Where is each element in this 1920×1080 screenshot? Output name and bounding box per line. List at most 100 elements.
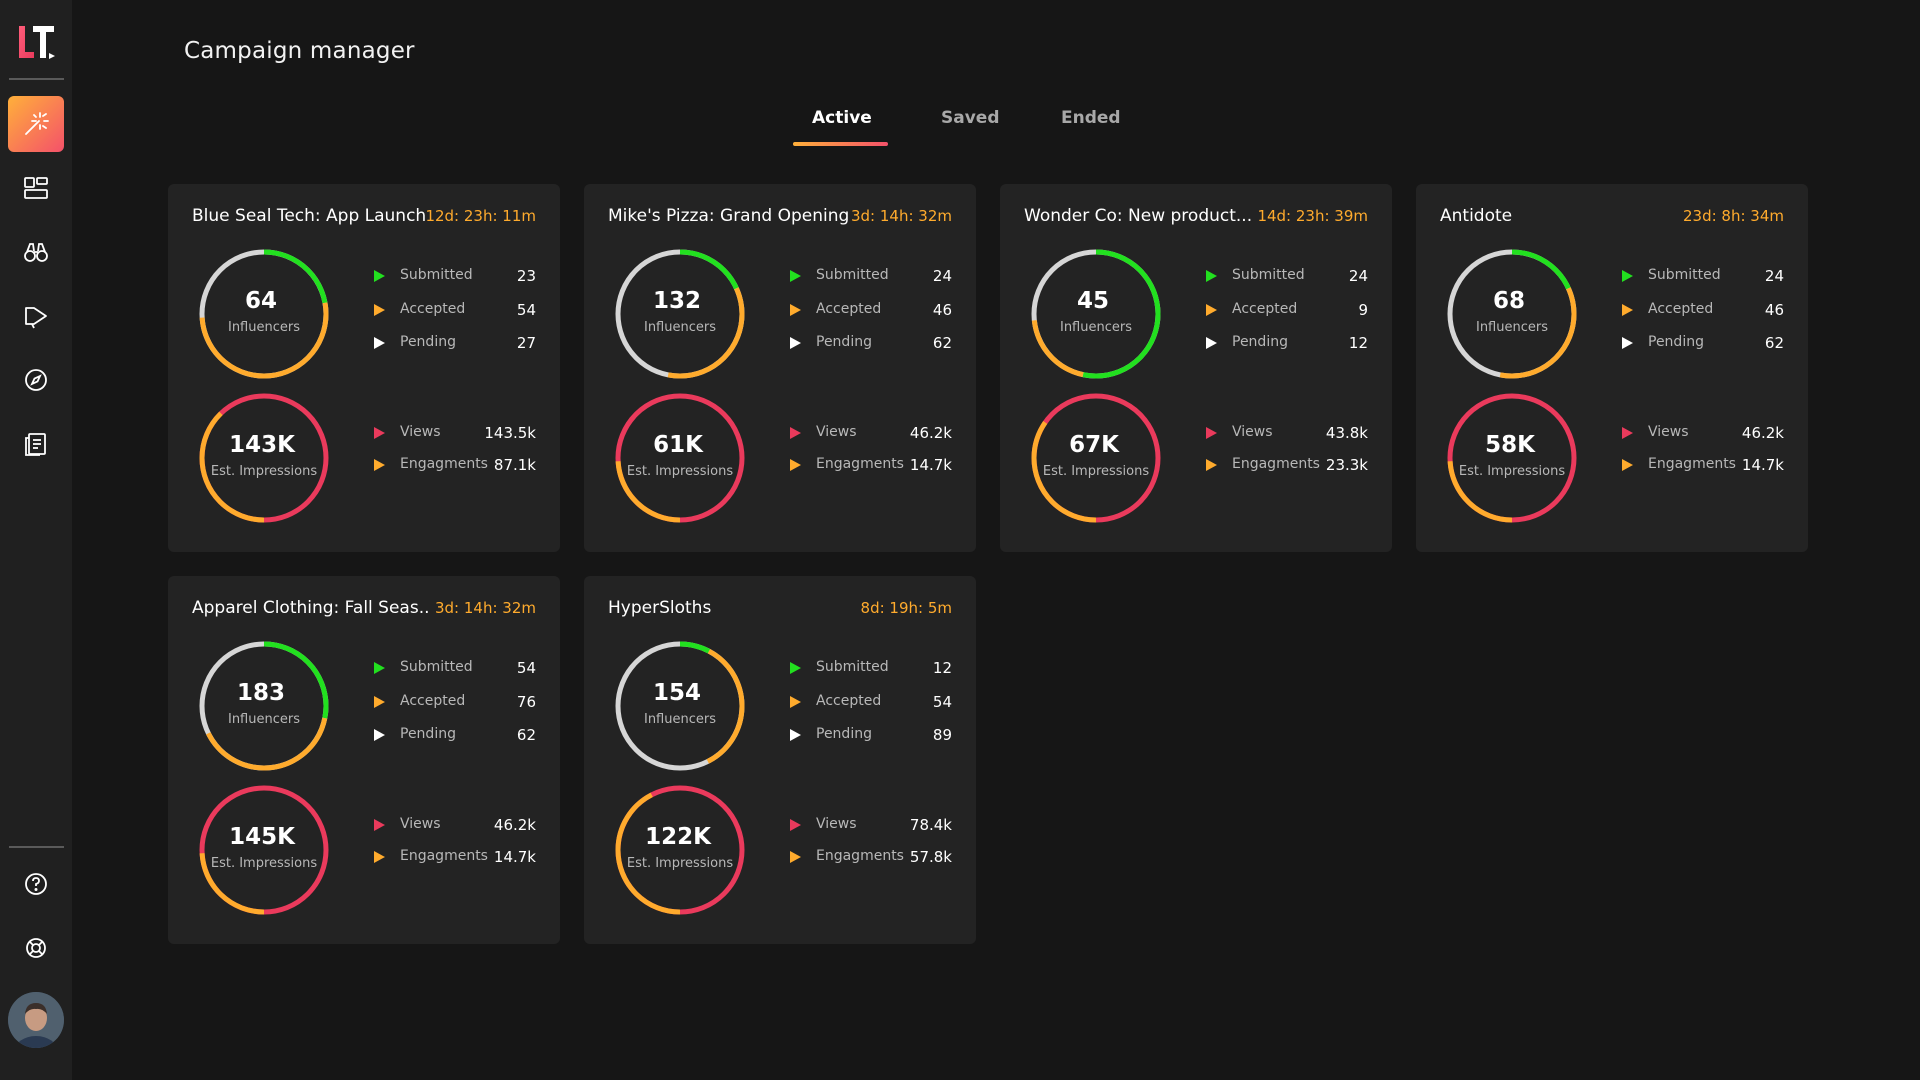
tab-active[interactable]: Active <box>812 108 872 128</box>
stat-value: 54 <box>516 301 536 319</box>
orange-triangle-icon <box>790 459 801 471</box>
stat-accepted: Accepted 46 <box>1622 300 1784 320</box>
ring-segment-green <box>615 641 745 771</box>
reports-icon <box>25 433 46 456</box>
red-triangle-icon <box>790 427 801 439</box>
ring-segment-green <box>1031 249 1161 379</box>
stat-accepted: Accepted 9 <box>1206 300 1368 320</box>
white-triangle-icon <box>790 337 801 349</box>
stat-submitted: Submitted 24 <box>1206 266 1368 286</box>
influencers-count: 132 <box>652 288 701 314</box>
campaign-card[interactable]: Wonder Co: New product... 14d: 23h: 39m … <box>1000 184 1392 552</box>
influencers-count: 45 <box>1076 288 1109 314</box>
white-triangle-icon <box>790 729 801 741</box>
sidebar-item-campaigns[interactable] <box>8 96 64 152</box>
influencers-count: 68 <box>1492 288 1525 314</box>
avatar[interactable] <box>8 992 64 1048</box>
stat-value: 46.2k <box>909 424 952 442</box>
orange-triangle-icon <box>374 851 385 863</box>
green-triangle-icon <box>790 662 801 674</box>
sidebar-item-dashboard[interactable] <box>8 160 64 216</box>
stat-submitted: Submitted 12 <box>790 658 952 678</box>
impressions-count: 61K <box>653 432 703 458</box>
campaign-timer: 14d: 23h: 39m <box>1257 207 1368 225</box>
sidebar-item-support[interactable] <box>8 920 64 976</box>
influencers-ring: 64 Influencers <box>198 248 330 380</box>
sidebar-item-promotions[interactable] <box>8 288 64 344</box>
stat-pending: Pending 27 <box>374 333 536 353</box>
stat-accepted: Accepted 54 <box>374 300 536 320</box>
stat-value: 9 <box>1358 301 1368 319</box>
stat-accepted: Accepted 46 <box>790 300 952 320</box>
sidebar-item-discover[interactable] <box>8 224 64 280</box>
stat-label: Views <box>1648 424 1689 440</box>
campaign-card[interactable]: Antidote 23d: 8h: 34m 68 Influencers Sub… <box>1416 184 1808 552</box>
stat-value: 24 <box>1348 267 1368 285</box>
stat-label: Accepted <box>816 693 882 709</box>
campaign-card[interactable]: Blue Seal Tech: App Launch 12d: 23h: 11m… <box>168 184 560 552</box>
sidebar-divider <box>9 78 64 80</box>
stat-label: Submitted <box>816 659 889 675</box>
ring-segment-orange <box>615 641 745 771</box>
campaign-card[interactable]: Apparel Clothing: Fall Seas.. 3d: 14h: 3… <box>168 576 560 944</box>
stat-value: 46 <box>932 301 952 319</box>
sidebar-item-reports[interactable] <box>8 416 64 472</box>
stat-value: 46.2k <box>493 816 536 834</box>
stat-value: 24 <box>1764 267 1784 285</box>
impressions-count: 58K <box>1485 432 1535 458</box>
stat-label: Accepted <box>1648 301 1714 317</box>
orange-triangle-icon <box>1206 459 1217 471</box>
sidebar-divider <box>9 846 64 848</box>
app-logo[interactable] <box>16 20 56 62</box>
stat-label: Accepted <box>400 693 466 709</box>
help-icon <box>25 873 47 895</box>
stat-submitted: Submitted 24 <box>1622 266 1784 286</box>
stat-label: Accepted <box>400 301 466 317</box>
stat-label: Pending <box>1648 334 1704 350</box>
sidebar-item-explore[interactable] <box>8 352 64 408</box>
stat-engagements: Engagments 57.8k <box>790 847 952 867</box>
stat-label: Submitted <box>816 267 889 283</box>
impressions-label: Est. Impressions <box>1042 464 1150 479</box>
green-triangle-icon <box>1206 270 1217 282</box>
stat-label: Accepted <box>816 301 882 317</box>
stat-label: Views <box>816 424 857 440</box>
campaign-timer: 3d: 14h: 32m <box>850 207 952 225</box>
active-tab-indicator <box>793 142 888 146</box>
stat-value: 54 <box>516 659 536 677</box>
ring-segment-orange <box>1447 393 1577 523</box>
campaign-card[interactable]: HyperSloths 8d: 19h: 5m 154 Influencers … <box>584 576 976 944</box>
megaphone-icon <box>25 307 47 329</box>
stat-value: 12 <box>932 659 952 677</box>
stat-views: Views 46.2k <box>374 815 536 835</box>
orange-triangle-icon <box>374 459 385 471</box>
tab-ended[interactable]: Ended <box>1061 108 1121 128</box>
campaign-timer: 23d: 8h: 34m <box>1682 207 1784 225</box>
stat-value: 24 <box>932 267 952 285</box>
stat-label: Pending <box>400 334 456 350</box>
ring-segment-orange <box>199 641 329 771</box>
stat-label: Engagments <box>1648 456 1736 472</box>
sidebar-item-help[interactable] <box>8 856 64 912</box>
stat-label: Submitted <box>400 659 473 675</box>
ring-segment-orange <box>615 393 745 523</box>
orange-triangle-icon <box>790 304 801 316</box>
ring-segment-orange <box>199 785 329 915</box>
stat-value: 54 <box>932 693 952 711</box>
red-triangle-icon <box>1622 427 1633 439</box>
stat-label: Submitted <box>1648 267 1721 283</box>
campaign-card[interactable]: Mike's Pizza: Grand Opening 3d: 14h: 32m… <box>584 184 976 552</box>
impressions-ring: 122K Est. Impressions <box>614 784 746 916</box>
stat-value: 46.2k <box>1741 424 1784 442</box>
stat-label: Engagments <box>1232 456 1320 472</box>
tab-saved[interactable]: Saved <box>941 108 1000 128</box>
stat-engagements: Engagments 14.7k <box>790 455 952 475</box>
orange-triangle-icon <box>790 696 801 708</box>
stat-label: Submitted <box>1232 267 1305 283</box>
ring-segment-orange <box>615 249 745 379</box>
stat-value: 23.3k <box>1325 456 1368 474</box>
impressions-label: Est. Impressions <box>626 464 734 479</box>
stat-label: Accepted <box>1232 301 1298 317</box>
stat-value: 76 <box>516 693 536 711</box>
stat-value: 78.4k <box>909 816 952 834</box>
